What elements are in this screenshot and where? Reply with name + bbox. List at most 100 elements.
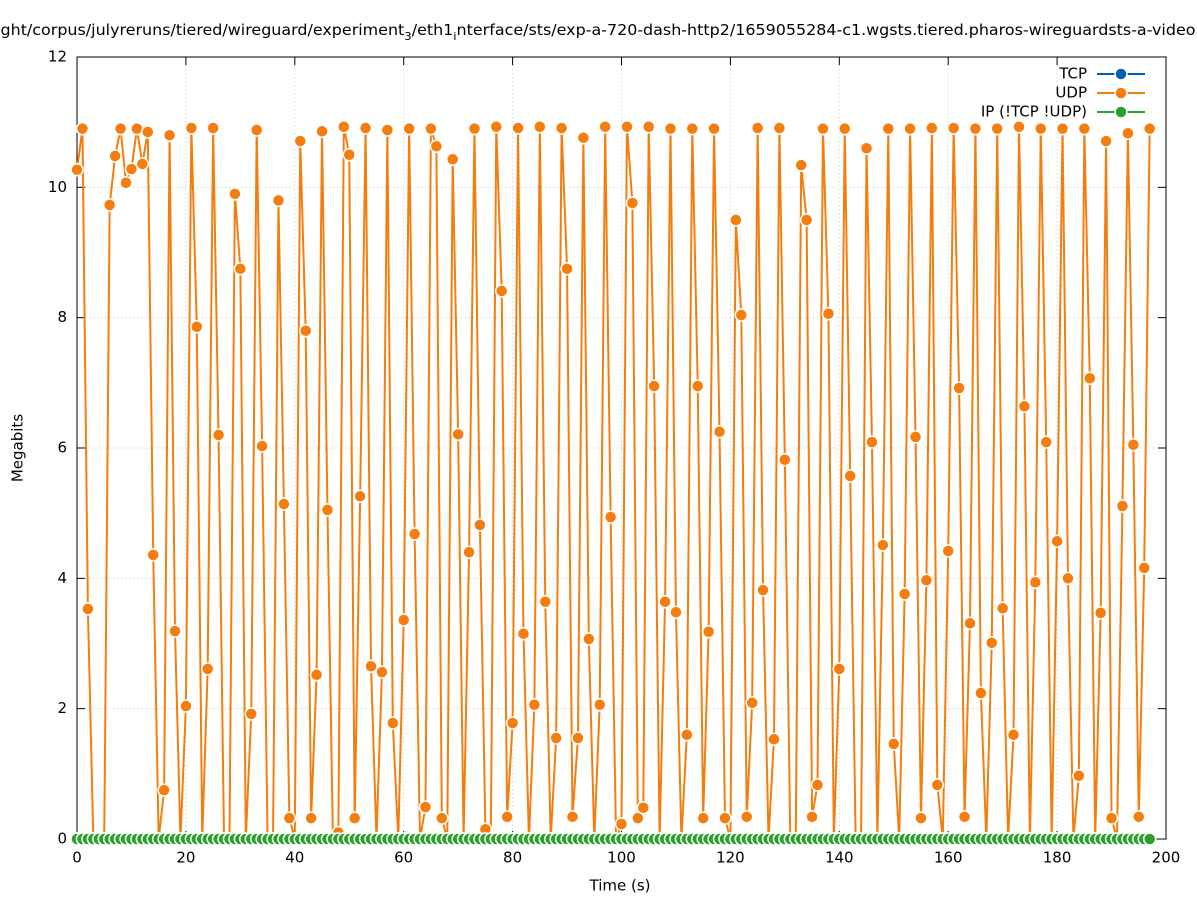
data-point <box>75 121 90 136</box>
data-point <box>941 544 955 558</box>
data-point <box>663 121 678 136</box>
data-point <box>347 811 362 825</box>
data-point <box>963 616 977 631</box>
x-axis-label: Time (s) <box>589 877 651 895</box>
data-point <box>837 121 852 136</box>
data-point <box>925 121 939 135</box>
data-point <box>375 665 389 679</box>
data-point <box>418 800 433 814</box>
data-point <box>772 121 787 135</box>
data-point <box>799 213 814 227</box>
data-point <box>1104 811 1119 825</box>
y-tick-label: 10 <box>48 178 67 196</box>
data-point <box>897 587 912 601</box>
data-point <box>293 134 307 148</box>
data-point <box>271 193 286 208</box>
title-part: /eth1 <box>412 21 454 39</box>
x-tick-label: 40 <box>285 849 304 867</box>
y-tick-label: 0 <box>57 830 67 848</box>
legend-label: UDP <box>1055 84 1087 102</box>
data-point <box>206 121 220 135</box>
data-point <box>353 489 367 503</box>
x-tick-label: 160 <box>934 849 963 867</box>
data-point <box>462 545 476 560</box>
data-point <box>712 424 727 439</box>
data-point <box>887 737 901 751</box>
data-point <box>244 707 258 721</box>
data-point <box>1055 121 1070 136</box>
data-point <box>130 121 144 136</box>
title-part: nterface/sts/exp-a-720-dash-http2/165905… <box>457 21 1196 39</box>
data-point <box>70 162 84 177</box>
data-point <box>157 783 171 797</box>
data-point <box>429 139 444 154</box>
data-point <box>337 119 351 134</box>
data-point <box>511 121 525 135</box>
data-point <box>1050 534 1064 548</box>
data-point <box>985 636 999 650</box>
data-point <box>805 810 819 824</box>
legend-marker <box>1114 86 1128 100</box>
data-point <box>1039 435 1053 449</box>
data-point <box>190 320 204 334</box>
title-part: 3 <box>404 30 411 43</box>
data-point <box>179 699 193 713</box>
data-point <box>282 811 297 825</box>
data-point <box>707 121 721 136</box>
data-point <box>1061 571 1075 586</box>
data-point <box>914 811 928 825</box>
legend-marker <box>1114 67 1128 81</box>
data-point <box>881 121 896 136</box>
data-point <box>533 119 547 134</box>
data-point <box>565 810 580 824</box>
data-point <box>930 778 945 792</box>
x-tick-label: 200 <box>1152 849 1181 867</box>
data-point <box>718 811 732 825</box>
data-point <box>1093 606 1108 620</box>
data-point <box>767 732 781 747</box>
data-point <box>1115 499 1130 513</box>
title-part: i <box>453 30 456 43</box>
data-point <box>865 435 879 449</box>
data-point <box>1077 121 1092 136</box>
x-tick-label: 80 <box>503 849 522 867</box>
data-point <box>832 662 847 676</box>
x-tick-label: 180 <box>1043 849 1072 867</box>
data-point <box>473 518 487 532</box>
data-point <box>168 624 182 638</box>
data-point <box>990 121 1004 136</box>
y-tick-label: 12 <box>48 48 67 66</box>
data-point <box>1142 121 1157 136</box>
data-point <box>249 123 264 137</box>
chart-title: ght/corpus/julyreruns/tiered/wireguard/e… <box>1 21 1196 43</box>
data-point <box>320 503 335 517</box>
data-point <box>810 778 825 792</box>
data-point <box>1132 810 1146 824</box>
data-point <box>1012 119 1026 134</box>
data-point <box>685 121 700 136</box>
data-point <box>445 152 460 167</box>
data-point <box>102 198 117 212</box>
data-point <box>968 121 983 136</box>
data-point <box>952 381 966 395</box>
data-point <box>750 121 765 135</box>
data-point <box>124 162 139 176</box>
data-point <box>467 121 482 136</box>
data-point <box>669 605 683 619</box>
data-point <box>821 307 836 321</box>
y-tick-label: 4 <box>57 569 67 587</box>
data-point <box>778 452 792 467</box>
data-point <box>309 668 324 682</box>
data-point <box>919 573 934 588</box>
data-point <box>957 810 972 824</box>
data-point <box>549 731 563 745</box>
y-tick-label: 8 <box>57 308 67 326</box>
data-point <box>402 121 416 136</box>
data-point <box>1034 121 1048 136</box>
data-point <box>494 284 509 298</box>
data-point <box>380 123 395 137</box>
data-point <box>184 121 199 135</box>
data-point <box>1142 832 1157 846</box>
series-line <box>76 126 1151 843</box>
data-point <box>298 323 313 338</box>
